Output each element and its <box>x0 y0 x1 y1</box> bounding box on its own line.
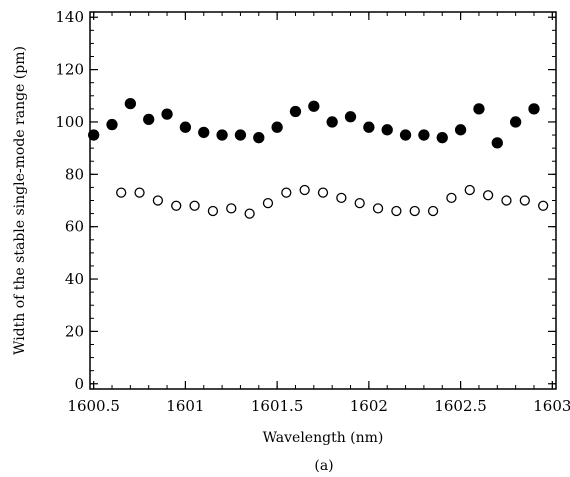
open-point <box>391 205 402 217</box>
data-points <box>88 97 549 219</box>
filled-point <box>289 105 302 118</box>
y-tick-labels: 0 20 40 60 80 100 120 140 <box>55 8 84 393</box>
filled-point <box>509 116 522 128</box>
open-point <box>336 192 347 204</box>
open-point <box>226 203 237 214</box>
filled-point <box>161 108 173 120</box>
filled-point <box>179 121 192 133</box>
open-point <box>538 200 549 211</box>
open-point <box>262 197 274 209</box>
x-axis-label: Wavelength (nm) <box>263 430 384 446</box>
open-point <box>134 187 145 198</box>
filled-point <box>234 129 247 141</box>
filled-point <box>528 103 540 115</box>
filled-point <box>399 129 412 141</box>
open-point <box>372 203 384 214</box>
x-tick-labels: 1600.5 1601 1601.5 1602 1602.5 1603 <box>67 397 570 415</box>
open-point <box>501 195 512 206</box>
y-tick-label: 140 <box>55 8 84 26</box>
open-point <box>281 187 292 198</box>
open-point <box>446 192 457 204</box>
open-point <box>152 195 164 206</box>
open-point <box>427 205 439 217</box>
open-point <box>171 200 182 211</box>
filled-point <box>491 137 503 149</box>
filled-point <box>473 103 485 115</box>
y-tick-label: 100 <box>55 113 84 131</box>
filled-point <box>363 121 375 133</box>
open-point <box>189 200 200 211</box>
filled-point <box>143 113 155 125</box>
filled-point <box>106 118 118 131</box>
y-axis-label: Width of the stable single-mode range (p… <box>12 46 28 355</box>
filled-point <box>418 129 430 141</box>
open-point <box>116 187 127 198</box>
y-tick-label: 120 <box>55 61 84 79</box>
x-tick-label: 1601.5 <box>251 397 304 415</box>
filled-point <box>381 124 393 136</box>
filled-point <box>271 121 283 133</box>
filled-point <box>436 132 448 144</box>
filled-point <box>253 132 265 144</box>
open-point <box>464 184 475 196</box>
open-point <box>244 208 255 219</box>
open-point <box>482 190 494 201</box>
y-tick-label: 80 <box>65 165 84 183</box>
x-tick-label: 1603 <box>533 397 570 415</box>
filled-point <box>198 126 210 139</box>
filled-point <box>344 111 357 123</box>
x-tick-label: 1601 <box>166 397 204 415</box>
filled-point <box>88 129 100 141</box>
filled-point <box>326 116 338 128</box>
figure-caption: (a) <box>314 458 333 474</box>
filled-point <box>454 124 467 136</box>
y-tick-label: 20 <box>65 322 84 340</box>
filled-point <box>308 100 320 112</box>
open-point <box>207 205 219 217</box>
open-point <box>354 197 365 209</box>
open-point <box>317 187 329 198</box>
filled-point <box>216 129 228 141</box>
open-point <box>519 195 530 206</box>
open-point <box>299 184 310 196</box>
filled-point <box>124 97 137 110</box>
x-tick-label: 1602 <box>350 397 388 415</box>
y-tick-label: 60 <box>65 218 84 236</box>
x-tick-label: 1600.5 <box>67 397 120 415</box>
y-tick-label: 40 <box>65 270 84 288</box>
open-point <box>409 205 420 217</box>
x-tick-label: 1602.5 <box>434 397 487 415</box>
y-tick-label: 0 <box>74 375 84 393</box>
